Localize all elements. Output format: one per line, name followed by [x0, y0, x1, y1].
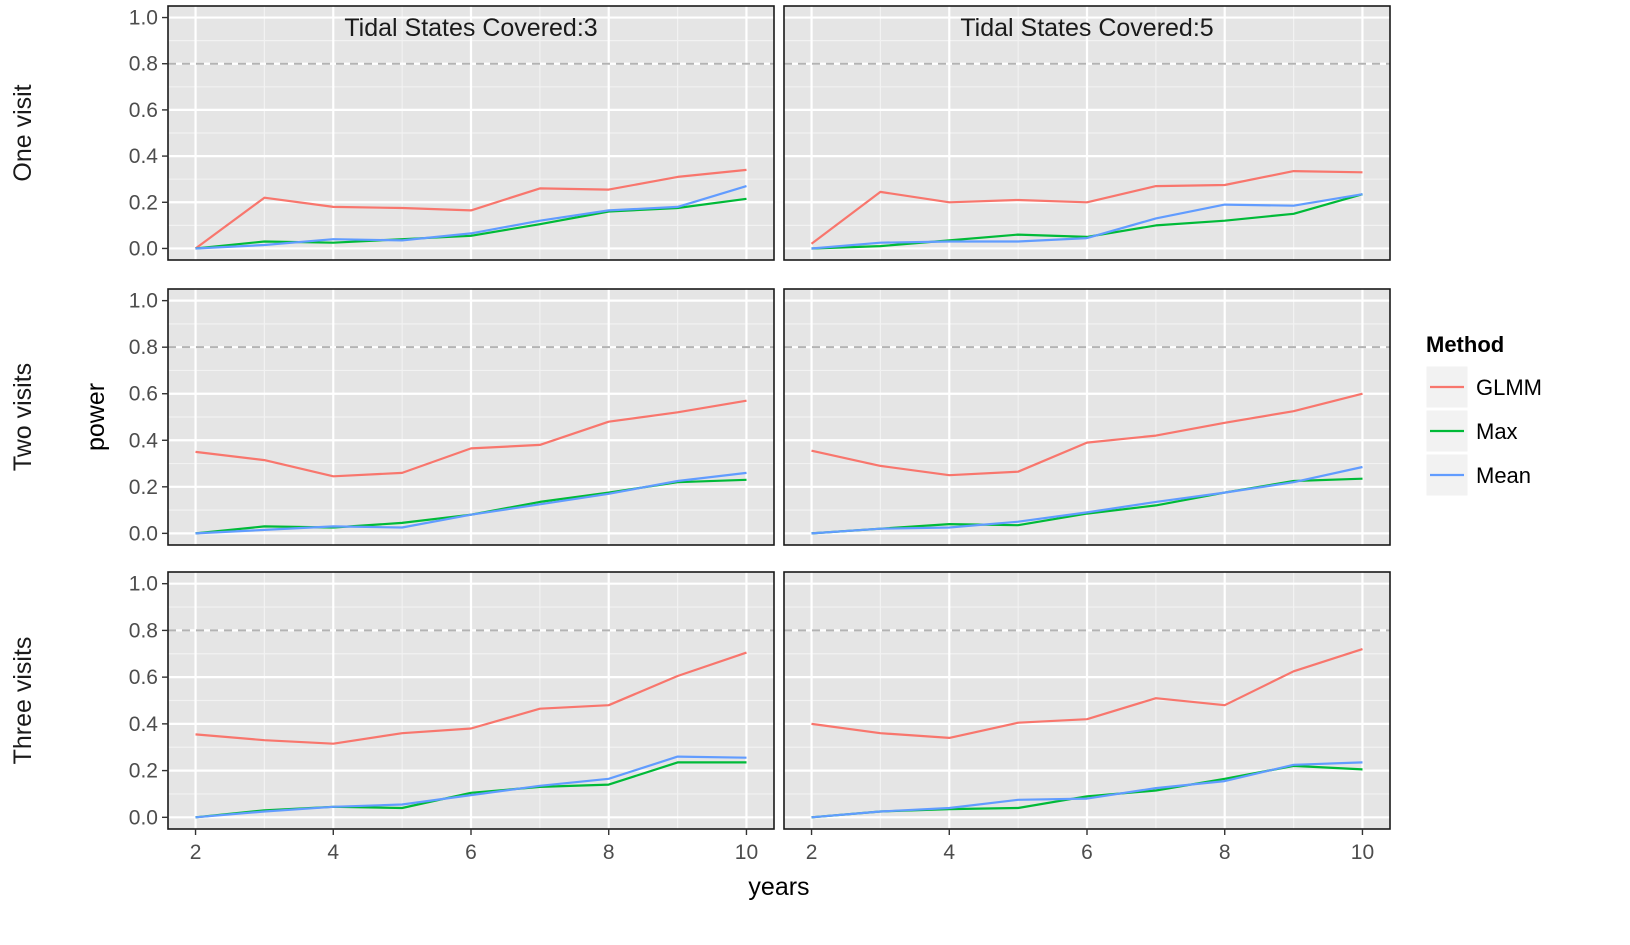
series-line-glmm — [810, 170, 1363, 245]
panel-3-1 — [167, 571, 775, 830]
series-line-glmm — [811, 648, 1363, 740]
series-line-glmm — [194, 168, 747, 250]
series-line-glmm — [195, 651, 747, 745]
x-tick-label: 2 — [806, 841, 818, 864]
panel-border — [783, 5, 1391, 261]
legend-label: GLMM — [1476, 375, 1542, 400]
series-line-mean — [811, 465, 1363, 535]
legend-item-mean: Mean — [1425, 453, 1531, 497]
legend: Method GLMM Max Mean — [1425, 332, 1542, 497]
y-tick-label: 1.0 — [129, 290, 158, 313]
x-axis-title: years — [748, 873, 809, 901]
row-label: Two visits — [9, 363, 37, 471]
legend-title: Method — [1426, 332, 1504, 357]
column-strip-label: Tidal States Covered:3 — [344, 14, 597, 42]
legend-label: Max — [1476, 419, 1518, 444]
x-tick-label: 4 — [327, 841, 339, 864]
column-strip-label: Tidal States Covered:5 — [960, 14, 1213, 42]
y-tick-label: 1.0 — [129, 573, 158, 596]
panel-2-1 — [167, 288, 775, 546]
x-tick-label: 10 — [1351, 841, 1374, 864]
x-tick-label: 2 — [190, 841, 202, 864]
y-tick-label: 0.2 — [129, 191, 158, 214]
x-tick-label: 10 — [735, 841, 758, 864]
y-tick-label: 0.6 — [129, 666, 158, 689]
y-tick-label: 0.4 — [129, 145, 159, 168]
panel-border — [783, 288, 1391, 546]
series-line-mean — [195, 185, 747, 250]
series-line-glmm — [811, 392, 1363, 477]
x-tick-label: 4 — [943, 841, 955, 864]
y-tick-label: 0.0 — [129, 237, 158, 260]
legend-label: Mean — [1476, 463, 1531, 488]
x-tick-label: 8 — [1219, 841, 1231, 864]
y-tick-label: 0.0 — [129, 806, 158, 829]
x-tick-label: 8 — [603, 841, 615, 864]
series-line-glmm — [195, 399, 747, 478]
panel-3-2 — [783, 571, 1391, 830]
x-tick-label: 6 — [1081, 841, 1093, 864]
series-line-mean — [195, 755, 747, 819]
series-line-mean — [195, 471, 747, 535]
y-tick-label: 0.2 — [129, 760, 158, 783]
panel-border — [167, 5, 775, 261]
y-tick-label: 1.0 — [129, 7, 158, 30]
panel-border — [167, 288, 775, 546]
panel-1-2 — [783, 5, 1391, 261]
panel-2-2 — [783, 288, 1391, 546]
x-tick-label: 6 — [465, 841, 477, 864]
y-tick-label: 0.4 — [129, 429, 159, 452]
legend-item-max: Max — [1425, 409, 1518, 453]
y-tick-label: 0.0 — [129, 522, 158, 545]
legend-item-glmm: GLMM — [1425, 365, 1542, 409]
y-tick-label: 0.6 — [129, 99, 158, 122]
series-line-mean — [811, 193, 1363, 250]
series-line-max — [811, 193, 1363, 250]
y-tick-label: 0.8 — [129, 53, 158, 76]
series-line-mean — [811, 761, 1363, 819]
y-tick-label: 0.4 — [129, 713, 159, 736]
panel-1-1 — [167, 5, 775, 261]
y-tick-label: 0.6 — [129, 383, 158, 406]
y-tick-label: 0.8 — [129, 619, 158, 642]
y-axis-title: power — [82, 383, 110, 451]
y-tick-label: 0.8 — [129, 336, 158, 359]
row-label: Three visits — [9, 637, 37, 765]
row-label: One visit — [9, 84, 37, 181]
y-tick-label: 0.2 — [129, 476, 158, 499]
